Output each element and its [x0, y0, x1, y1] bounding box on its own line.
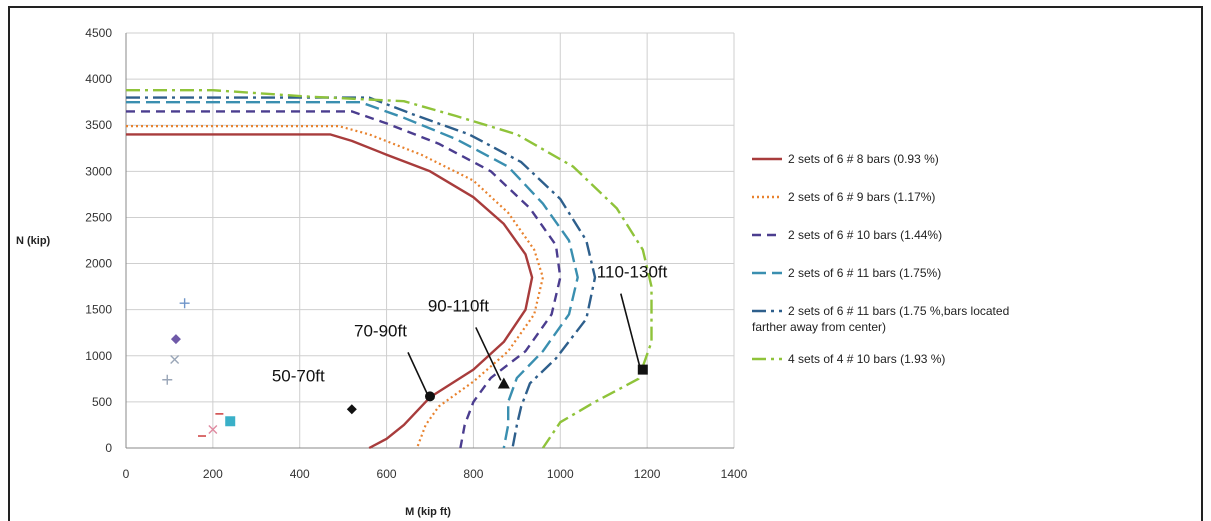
- annotation-leader-70-90ft: [407, 352, 428, 394]
- x-tick-labels: 0 200 400 600 800 1000 1200 1400: [123, 467, 748, 481]
- marker-90-110ft: [497, 377, 510, 389]
- chart-frame: [8, 6, 1203, 521]
- series-line-2: [126, 125, 544, 449]
- scatter-point-diamond: [170, 334, 181, 345]
- series-lines: [126, 89, 653, 450]
- legend-label-5: 2 sets of 6 # 11 bars (1.75 %,bars locat…: [752, 304, 1009, 334]
- legend: 2 sets of 6 # 8 bars (0.93 %) 2 sets of 6…: [752, 152, 1009, 366]
- marker-110-130ft: [637, 364, 648, 375]
- annotation-leader-110-130ft: [620, 293, 641, 367]
- scatter-point-plus: [179, 298, 190, 309]
- x-tick-label: 1400: [721, 467, 748, 481]
- scatter-point-square: [225, 416, 236, 427]
- x-tick-label: 800: [463, 467, 483, 481]
- legend-label-line: 2 sets of 6 # 11 bars (1.75 %,bars locat…: [788, 304, 1009, 318]
- legend-label-1: 2 sets of 6 # 8 bars (0.93 %): [788, 152, 939, 166]
- scatter-point-x: [208, 425, 218, 435]
- x-tick-label: 0: [123, 467, 130, 481]
- series-line-1: [126, 133, 534, 450]
- x-axis-label: M (kip ft): [405, 506, 451, 518]
- annotation-label-50-70ft: 50-70ft: [272, 366, 325, 385]
- x-tick-label: 1000: [547, 467, 574, 481]
- legend-label-6: 4 sets of 4 # 10 bars (1.93 %): [788, 352, 945, 366]
- legend-label-3: 2 sets of 6 # 10 bars (1.44%): [788, 228, 942, 242]
- annotation-label-70-90ft: 70-90ft: [354, 321, 407, 340]
- scatter-points: [162, 298, 236, 437]
- x-tick-label: 600: [377, 467, 397, 481]
- x-tick-label: 400: [290, 467, 310, 481]
- y-tick-label: 500: [92, 395, 112, 409]
- y-tick-labels: 0 500 1000 1500 2000 2500 3000 3500 4000 4500: [85, 26, 112, 455]
- y-tick-label: 2000: [85, 257, 112, 271]
- y-tick-label: 3500: [85, 118, 112, 132]
- y-tick-label: 1000: [85, 349, 112, 363]
- series-line-4: [126, 101, 579, 449]
- scatter-point-plus: [162, 374, 173, 385]
- scatter-point-x: [170, 354, 180, 364]
- legend-label-2: 2 sets of 6 # 9 bars (1.17%): [788, 190, 935, 204]
- grid-lines: [125, 32, 735, 449]
- marker-70-90ft: [425, 391, 435, 402]
- annotation-label-110-130ft: 110-130ft: [597, 263, 668, 282]
- annotation-leader-90-110ft: [475, 327, 502, 381]
- series-line-5: [126, 96, 597, 449]
- y-tick-label: 2500: [85, 210, 112, 224]
- y-tick-label: 0: [105, 441, 112, 455]
- legend-label-4: 2 sets of 6 # 11 bars (1.75%): [788, 266, 941, 280]
- annotation-markers: [346, 364, 648, 415]
- y-tick-label: 4000: [85, 72, 112, 86]
- series-line-3: [126, 110, 562, 449]
- x-tick-label: 1200: [634, 467, 661, 481]
- annotation-label-90-110ft: 90-110ft: [428, 296, 489, 315]
- y-tick-label: 4500: [85, 26, 112, 40]
- marker-50-70ft: [346, 404, 357, 415]
- y-axis-label: N (kip): [16, 235, 51, 247]
- x-tick-label: 200: [203, 467, 223, 481]
- y-tick-label: 1500: [85, 303, 112, 317]
- y-tick-label: 3000: [85, 164, 112, 178]
- annotation-labels: 50-70ft 70-90ft 90-110ft 110-130ft: [272, 263, 668, 394]
- legend-label-line: farther away from center): [752, 320, 886, 334]
- series-line-6: [126, 89, 653, 449]
- axes: [125, 33, 734, 449]
